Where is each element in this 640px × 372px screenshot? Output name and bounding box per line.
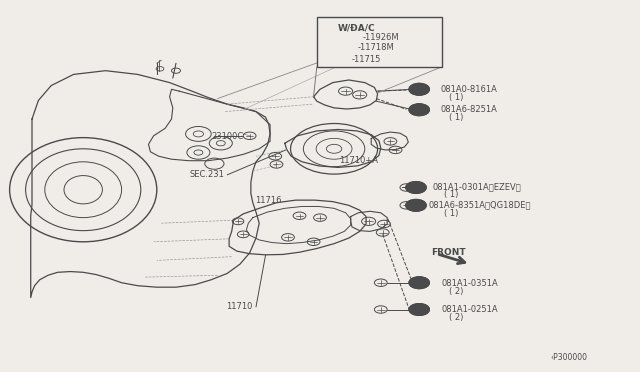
Text: FRONT: FRONT	[431, 248, 466, 257]
Circle shape	[409, 104, 429, 116]
Text: B: B	[417, 85, 422, 94]
Text: B: B	[417, 305, 422, 314]
Circle shape	[409, 277, 429, 289]
Text: 081A0-8161A: 081A0-8161A	[440, 85, 497, 94]
Text: 11710: 11710	[226, 302, 252, 311]
Text: B: B	[413, 183, 419, 192]
Text: 081A1-0251A: 081A1-0251A	[442, 305, 498, 314]
Text: 081A1-0301A〈EZEV〉: 081A1-0301A〈EZEV〉	[433, 182, 522, 191]
Text: W/ÐA/C: W/ÐA/C	[338, 23, 376, 32]
Text: B: B	[417, 105, 422, 114]
Circle shape	[409, 83, 429, 95]
Circle shape	[409, 277, 429, 289]
Circle shape	[406, 182, 426, 193]
Text: B: B	[417, 278, 422, 287]
Text: ( 1): ( 1)	[444, 209, 458, 218]
Text: 11716: 11716	[255, 196, 281, 205]
Text: SEC.231: SEC.231	[189, 170, 224, 179]
Bar	[317, 17, 442, 67]
Circle shape	[406, 199, 426, 211]
Text: B: B	[417, 305, 422, 314]
Text: ( 2): ( 2)	[449, 313, 463, 322]
Circle shape	[409, 304, 429, 315]
Text: 081A6-8251A: 081A6-8251A	[440, 105, 497, 114]
Circle shape	[409, 83, 429, 95]
Text: B: B	[413, 201, 419, 210]
Text: 081A1-0351A: 081A1-0351A	[442, 279, 499, 288]
Text: ( 1): ( 1)	[444, 190, 458, 199]
Text: -11718M: -11718M	[358, 43, 394, 52]
Text: 11710+A: 11710+A	[339, 156, 378, 165]
Text: B: B	[413, 201, 419, 210]
Text: B: B	[417, 105, 422, 114]
Text: -11715: -11715	[351, 55, 381, 64]
Text: 081A6-8351A〈QG18DE〉: 081A6-8351A〈QG18DE〉	[429, 201, 531, 210]
Text: B: B	[417, 85, 422, 94]
Circle shape	[409, 104, 429, 116]
Text: ( 1): ( 1)	[449, 113, 463, 122]
Text: 23100C: 23100C	[211, 132, 243, 141]
Circle shape	[406, 182, 426, 193]
Text: B: B	[413, 183, 419, 192]
Text: ( 1): ( 1)	[449, 93, 463, 102]
Circle shape	[409, 304, 429, 315]
Text: B: B	[417, 278, 422, 287]
Text: ( 2): ( 2)	[449, 287, 463, 296]
Text: ‹P300000: ‹P300000	[550, 353, 588, 362]
Text: -11926M: -11926M	[363, 33, 399, 42]
Circle shape	[406, 199, 426, 211]
